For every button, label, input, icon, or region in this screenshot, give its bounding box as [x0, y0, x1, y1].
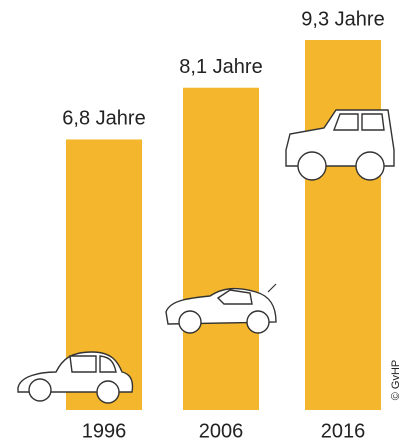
value-label: 6,8 Jahre — [62, 108, 145, 130]
bars — [66, 40, 381, 410]
value-label: 8,1 Jahre — [179, 56, 262, 78]
value-label: 9,3 Jahre — [301, 8, 384, 30]
copyright: © GvHP — [390, 360, 402, 401]
chart: © GvHP 6,8 Jahre 1996 8,1 Jahre 2006 9,3 Jah… — [0, 0, 407, 447]
bar — [183, 88, 259, 410]
x-tick-label: 2016 — [321, 420, 366, 442]
bar — [305, 40, 381, 410]
x-tick-label: 1996 — [82, 420, 127, 442]
x-tick-label: 2006 — [199, 420, 244, 442]
